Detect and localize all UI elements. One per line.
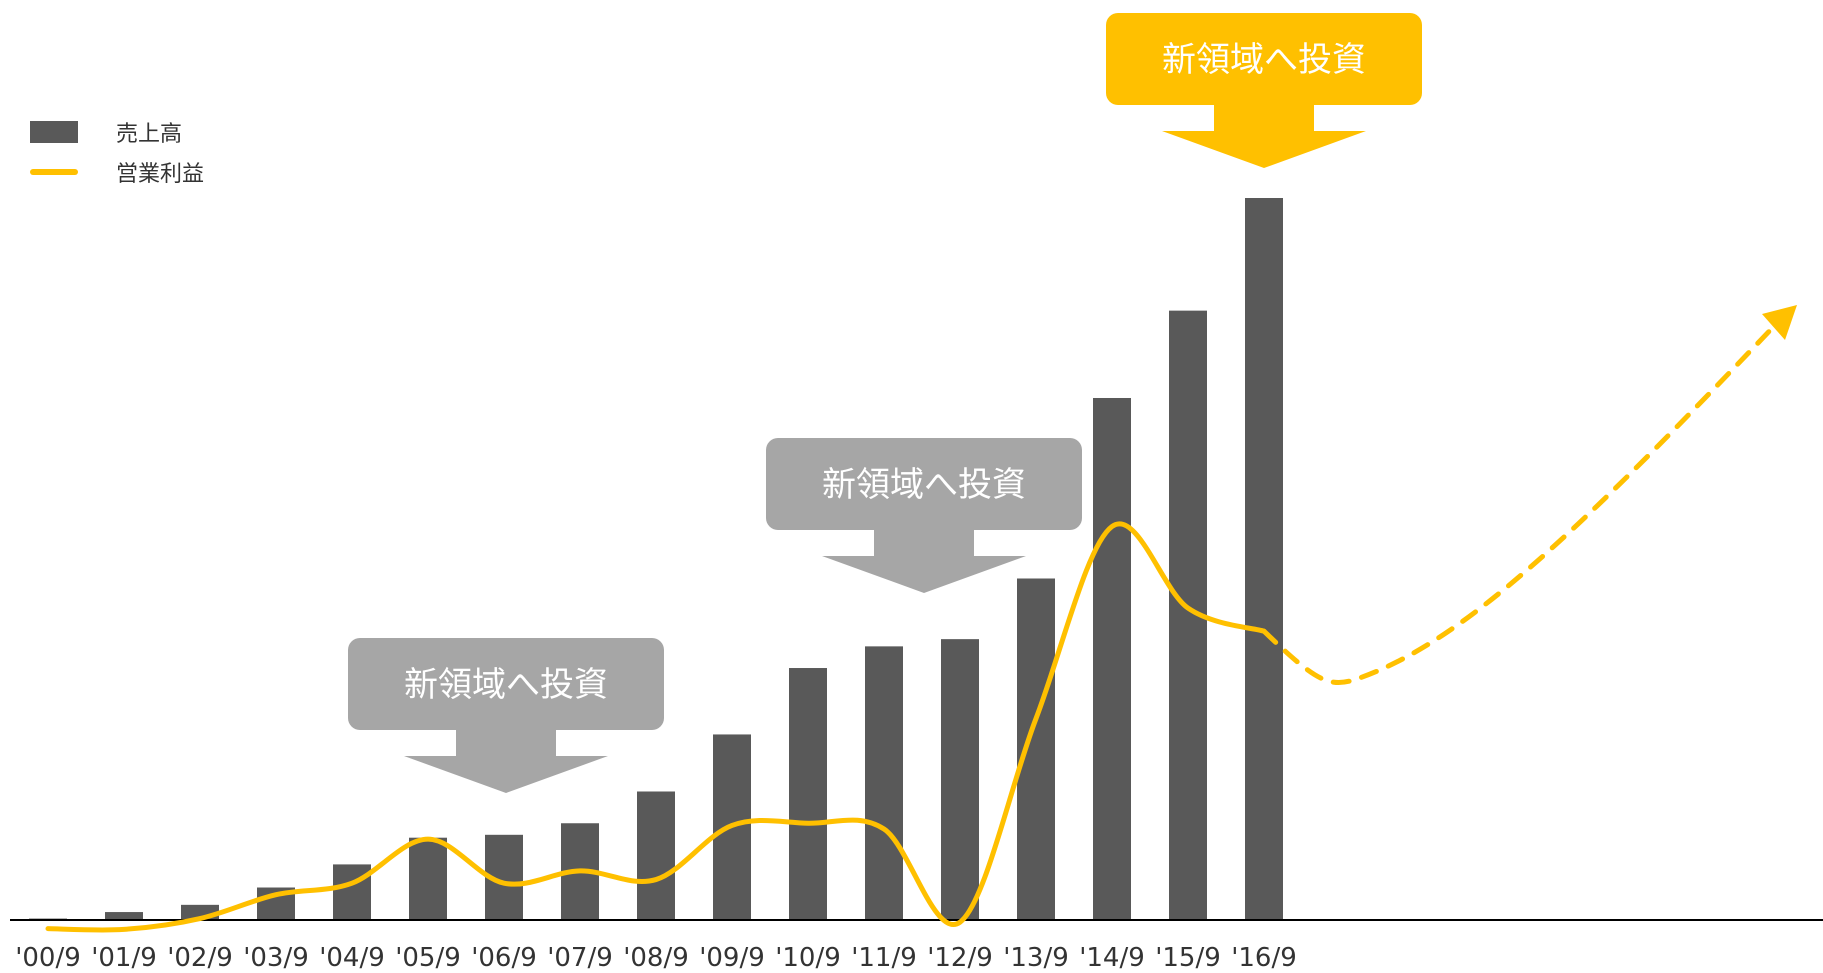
callout-text-2: 新領域へ投資	[1162, 40, 1366, 80]
callout-1: 新領域へ投資	[766, 438, 1082, 593]
bar-16	[1245, 198, 1283, 920]
projection-arrowhead	[1762, 305, 1797, 340]
x-tick-label-0: '00/9	[15, 943, 81, 973]
callout-arrow-0	[404, 729, 608, 793]
x-tick-label-1: '01/9	[91, 943, 157, 973]
x-tick-labels: '00/9 '01/9 '02/9 '03/9 '04/9 '05/9 '06/9 '07/9…	[15, 943, 1297, 973]
x-tick-label-13: '13/9	[1003, 943, 1069, 973]
bar-4	[333, 864, 371, 920]
x-tick-label-11: '11/9	[851, 943, 917, 973]
bar-14	[1093, 397, 1131, 920]
x-tick-label-2: '02/9	[167, 943, 233, 973]
callout-arrow-2	[1162, 104, 1366, 168]
x-tick-label-12: '12/9	[927, 943, 993, 973]
legend-label-profit: 営業利益	[116, 162, 205, 187]
callout-text-0: 新領域へ投資	[404, 665, 608, 705]
x-tick-label-10: '10/9	[775, 943, 841, 973]
x-tick-label-16: '16/9	[1231, 943, 1297, 973]
bar-series	[29, 198, 1283, 921]
legend-item-profit: 営業利益	[30, 152, 204, 192]
bar-11	[865, 646, 903, 920]
callout-arrow-1	[822, 529, 1026, 593]
legend-label-sales: 売上高	[116, 122, 183, 147]
callout-text-1: 新領域へ投資	[822, 465, 1026, 505]
bar-10	[789, 668, 827, 920]
callout-box-1	[766, 438, 1082, 530]
x-tick-label-4: '04/9	[319, 943, 385, 973]
callout-2: 新領域へ投資	[1106, 13, 1422, 168]
bar-5	[409, 837, 447, 920]
callout-box-0	[348, 638, 664, 730]
bar-8	[637, 791, 675, 920]
x-tick-label-15: '15/9	[1155, 943, 1221, 973]
callout-0: 新領域へ投資	[348, 638, 664, 793]
legend: 売上高 営業利益	[30, 112, 204, 192]
profit-line	[45, 521, 1267, 933]
x-tick-label-8: '08/9	[623, 943, 689, 973]
x-tick-label-14: '14/9	[1079, 943, 1145, 973]
callout-box-2	[1106, 13, 1422, 105]
legend-swatch-sales	[30, 121, 78, 143]
bar-1	[105, 912, 143, 920]
x-tick-label-5: '05/9	[395, 943, 461, 973]
legend-item-sales: 売上高	[30, 112, 204, 152]
x-tick-label-6: '06/9	[471, 943, 537, 973]
x-tick-label-9: '09/9	[699, 943, 765, 973]
projection-line	[1261, 319, 1781, 685]
bar-12	[941, 639, 979, 920]
x-tick-label-7: '07/9	[547, 943, 613, 973]
bar-13	[1017, 578, 1055, 920]
legend-swatch-profit	[30, 169, 78, 175]
x-tick-label-3: '03/9	[243, 943, 309, 973]
